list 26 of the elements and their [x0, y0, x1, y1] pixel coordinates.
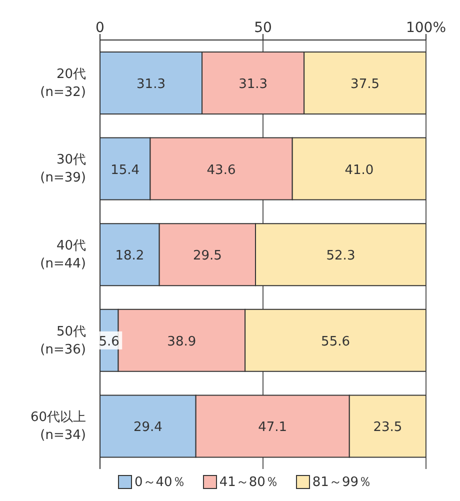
data-label: 29.5	[192, 248, 222, 264]
data-label: 43.6	[206, 162, 236, 178]
data-label: 15.4	[110, 162, 140, 178]
x-tick-label: 50	[254, 20, 272, 36]
data-label: 47.1	[258, 420, 288, 436]
legend-label: 41～80％	[219, 474, 278, 491]
data-label: 29.4	[133, 420, 162, 436]
data-label: 55.6	[321, 334, 350, 350]
data-label: 37.5	[350, 77, 380, 92]
y-tick-label: 30代 (n=39)	[40, 152, 86, 186]
data-label: 5.6	[98, 334, 120, 350]
y-tick-label: 20代 (n=32)	[40, 66, 86, 100]
data-label: 31.3	[136, 77, 166, 92]
data-label: 23.5	[373, 420, 402, 436]
x-tick-label: 100%	[406, 20, 446, 36]
data-label: 18.2	[115, 248, 144, 264]
data-label: 31.3	[238, 77, 268, 92]
data-label: 52.3	[326, 248, 356, 264]
y-tick-label: 50代 (n=36)	[40, 324, 86, 358]
data-label: 38.9	[167, 334, 196, 350]
x-tick-label: 0	[96, 20, 104, 36]
y-tick-label: 40代 (n=44)	[40, 238, 86, 272]
y-tick-label: 60代以上 (n=34)	[30, 410, 86, 444]
legend-label: 81～99％	[312, 474, 372, 491]
legend-label: 0～40％	[134, 474, 186, 491]
data-label: 41.0	[344, 162, 374, 178]
